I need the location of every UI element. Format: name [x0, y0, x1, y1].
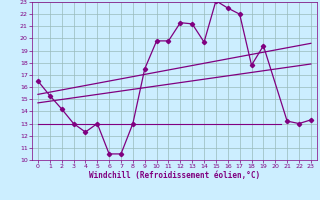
- X-axis label: Windchill (Refroidissement éolien,°C): Windchill (Refroidissement éolien,°C): [89, 171, 260, 180]
